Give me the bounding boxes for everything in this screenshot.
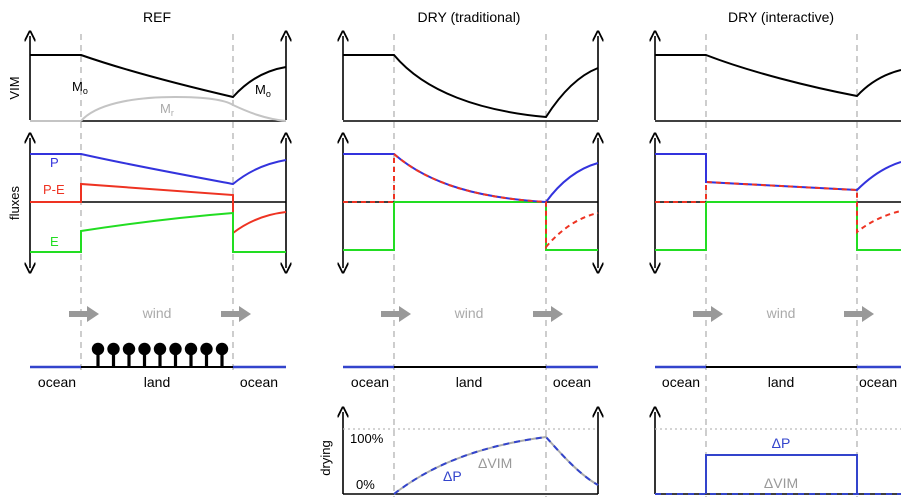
label-mr: Mr <box>160 101 174 118</box>
tree-icon <box>153 342 167 367</box>
tick-0: 0% <box>356 477 375 492</box>
label-e: E <box>50 234 59 249</box>
label-dp: ΔP <box>772 435 791 451</box>
tree-icon <box>200 342 213 367</box>
mr-curve <box>80 95 287 122</box>
ocean-label-right: ocean <box>859 374 897 390</box>
wind-label-ref: wind <box>142 305 172 321</box>
panel-title-dry-interactive: DRY (interactive) <box>728 9 834 25</box>
wind-row: wind wind wind <box>69 305 874 322</box>
p-curve <box>655 153 901 192</box>
mo-curve <box>30 54 287 99</box>
surface-ref: ocean land ocean <box>30 342 286 390</box>
wind-arrow-icon <box>381 306 411 322</box>
land-label: land <box>768 374 794 390</box>
tree-icon <box>184 342 198 367</box>
e-curve-ocean-left <box>343 202 395 251</box>
wind-arrows <box>69 306 874 322</box>
e-curve <box>30 211 286 253</box>
pe-curve <box>30 182 287 236</box>
vim-panel-dry-interactive <box>655 36 901 122</box>
p-curve <box>30 153 287 186</box>
wind-arrow-icon <box>221 306 251 322</box>
drying-panel-dry-traditional: 100% 0% ΔP ΔVIM <box>343 412 599 495</box>
flux-panel-dry-traditional <box>343 138 598 268</box>
ocean-label-right: ocean <box>240 374 278 390</box>
label-dvim: ΔVIM <box>478 455 512 471</box>
wind-arrow-icon <box>533 306 563 322</box>
tree-icon <box>138 342 151 367</box>
label-dp: ΔP <box>443 468 462 484</box>
dp-curve <box>393 435 599 495</box>
vegetation-trees <box>91 342 229 367</box>
wind-arrow-icon <box>69 306 99 322</box>
dp-step <box>705 454 858 494</box>
wind-label-dry-traditional: wind <box>454 305 484 321</box>
label-pe: P-E <box>43 182 65 197</box>
panel-title-dry-traditional: DRY (traditional) <box>418 9 521 25</box>
vim-curve <box>343 54 599 119</box>
ylabel-drying: drying <box>318 440 333 475</box>
flux-panel-dry-interactive <box>655 138 901 268</box>
e-curve-ocean-right <box>545 202 598 251</box>
vim-panel-ref: Mo Mr Mo <box>30 36 287 122</box>
wind-arrow-icon <box>844 306 874 322</box>
tree-icon <box>122 342 136 367</box>
tree-icon <box>169 342 182 367</box>
ylabel-fluxes: fluxes <box>7 186 22 220</box>
label-mo-land: Mo <box>72 79 88 96</box>
surface-dry-traditional: ocean land ocean <box>343 365 598 390</box>
tick-100: 100% <box>350 431 384 446</box>
ocean-label-left: ocean <box>662 374 700 390</box>
label-p: P <box>50 155 59 170</box>
vim-curve <box>655 54 901 98</box>
tree-icon <box>91 342 105 367</box>
tree-icon <box>215 342 229 367</box>
ylabel-vim: VIM <box>7 76 22 99</box>
ocean-label-right: ocean <box>553 374 591 390</box>
label-mo-ocean: Mo <box>255 82 271 99</box>
ocean-label-left: ocean <box>351 374 389 390</box>
p-curve <box>343 153 599 204</box>
panel-title-ref: REF <box>143 9 171 25</box>
ocean-label-left: ocean <box>38 374 76 390</box>
e-curve-ocean-right <box>856 202 901 251</box>
flux-panel-ref: P P-E E <box>30 138 286 268</box>
e-curve-ocean-left <box>655 202 707 251</box>
vim-panel-dry-traditional <box>343 36 599 122</box>
wind-arrow-icon <box>693 306 723 322</box>
coastline-guides <box>80 34 858 497</box>
tree-icon <box>107 342 120 367</box>
land-label: land <box>456 374 482 390</box>
pe-curve <box>343 151 599 250</box>
land-label: land <box>144 374 170 390</box>
label-dvim: ΔVIM <box>764 475 798 491</box>
pe-curve <box>655 180 901 235</box>
surface-dry-interactive: ocean land ocean <box>655 365 901 390</box>
drying-panel-dry-interactive: ΔP ΔVIM <box>655 412 901 495</box>
wind-label-dry-interactive: wind <box>766 305 796 321</box>
